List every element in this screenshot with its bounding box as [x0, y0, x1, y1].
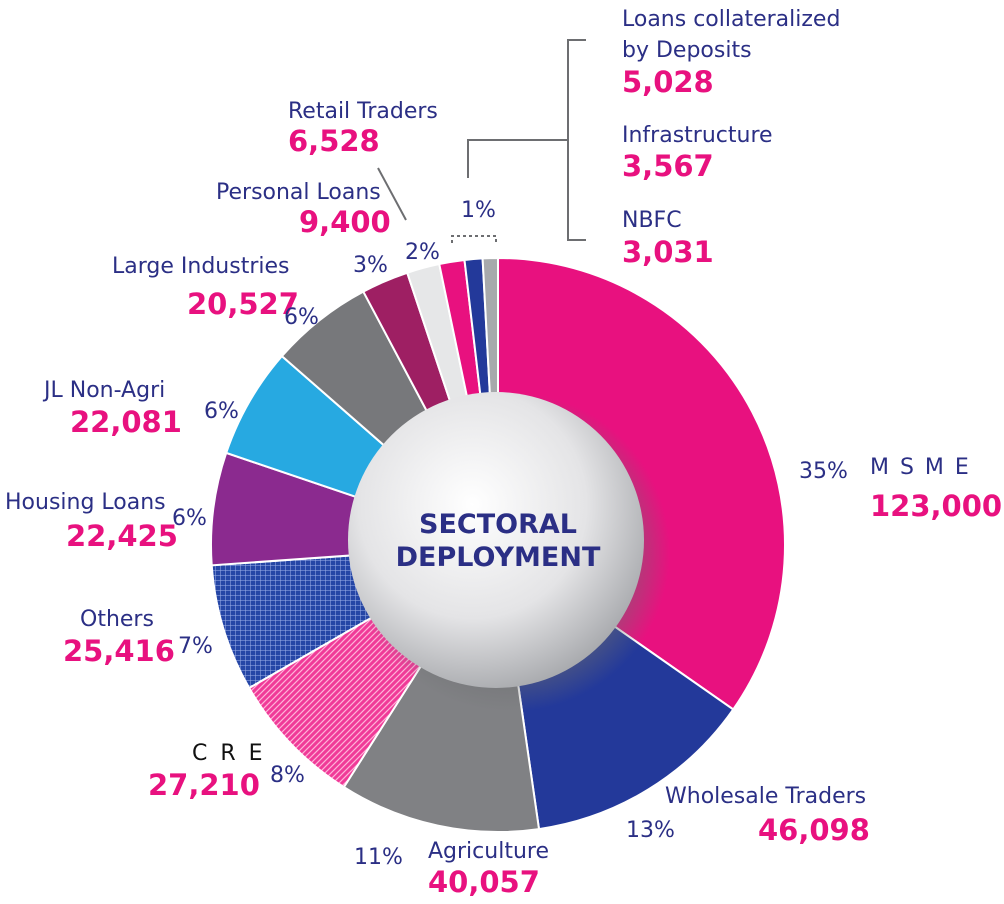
- label-msme-value: 123,000: [870, 489, 1002, 523]
- label-cre-name: C R E: [192, 741, 266, 766]
- label-large-industries-value: 20,527: [187, 287, 299, 321]
- label-retail-traders-name: Retail Traders: [288, 99, 438, 124]
- label-jl-non-agri-name: JL Non-Agri: [42, 378, 165, 403]
- small-slices-bracket: [377, 39, 586, 243]
- label-agriculture-value: 40,057: [428, 865, 540, 899]
- label-wholesale-name: Wholesale Traders: [665, 784, 866, 809]
- label-personal-loans-pct: 3%: [353, 253, 388, 278]
- label-wholesale-value: 46,098: [758, 813, 870, 847]
- center-disc-face: [348, 392, 644, 688]
- label-others-pct: 7%: [178, 634, 213, 659]
- small-slices-dotted-bracket: [451, 235, 497, 243]
- label-loans-collateralized-value: 5,028: [622, 65, 714, 99]
- center-title-line-1: SECTORAL: [419, 509, 577, 540]
- label-personal-loans-value: 9,400: [299, 205, 391, 239]
- label-retail-traders-value: 6,528: [288, 124, 380, 158]
- label-housing-pct: 6%: [172, 506, 207, 531]
- label-cre-value: 27,210: [148, 768, 260, 802]
- label-housing-name: Housing Loans: [5, 490, 166, 515]
- label-retail-traders-pct: 2%: [405, 240, 440, 265]
- slice-labels: M S M E 123,000 35% Wholesale Traders 46…: [5, 7, 1002, 899]
- label-agriculture-pct: 11%: [354, 845, 403, 870]
- label-loans-collateralized-line-2: by Deposits: [622, 38, 752, 63]
- label-infrastructure-name: Infrastructure: [622, 123, 773, 148]
- label-msme-name: M S M E: [870, 455, 971, 480]
- label-infrastructure-value: 3,567: [622, 149, 714, 183]
- label-large-industries-name: Large Industries: [112, 254, 289, 279]
- label-small-slices-group-pct: 1%: [461, 198, 496, 223]
- label-personal-loans-name: Personal Loans: [216, 180, 381, 205]
- label-cre-pct: 8%: [270, 763, 305, 788]
- center-title-line-2: DEPLOYMENT: [396, 542, 601, 573]
- bracket-line: [567, 39, 586, 241]
- label-nbfc-value: 3,031: [622, 235, 714, 269]
- label-nbfc-name: NBFC: [622, 208, 682, 233]
- retail-traders-leader: [377, 167, 407, 221]
- label-msme-pct: 35%: [799, 459, 848, 484]
- label-large-industries-pct: 6%: [284, 305, 319, 330]
- label-housing-value: 22,425: [66, 519, 178, 553]
- bracket-connector: [467, 139, 568, 178]
- label-jl-non-agri-pct: 6%: [204, 399, 239, 424]
- label-jl-non-agri-value: 22,081: [70, 405, 182, 439]
- label-others-name: Others: [80, 607, 154, 632]
- label-others-value: 25,416: [63, 634, 175, 668]
- label-wholesale-pct: 13%: [626, 818, 675, 843]
- center-disc: SECTORAL DEPLOYMENT: [348, 392, 670, 712]
- label-agriculture-name: Agriculture: [428, 839, 549, 864]
- label-loans-collateralized-line-1: Loans collateralized: [622, 7, 840, 32]
